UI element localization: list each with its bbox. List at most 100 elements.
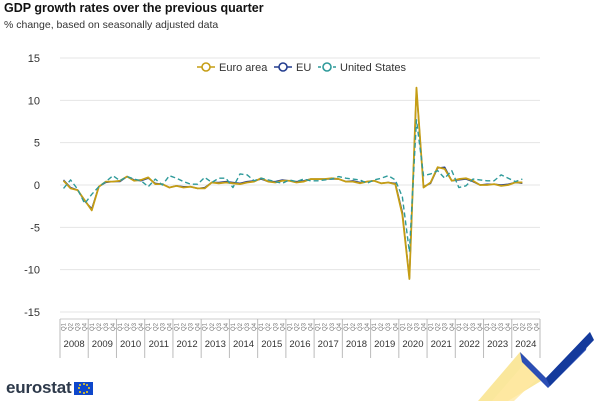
quarter-tick-label: Q4 xyxy=(224,322,230,331)
legend-marker-icon xyxy=(278,62,288,72)
legend-label: Euro area xyxy=(219,62,268,74)
legend[interactable]: Euro area EU United States xyxy=(197,62,407,74)
quarter-tick-label: Q2 xyxy=(379,322,385,331)
quarter-tick-label: Q3 xyxy=(471,322,477,331)
quarter-tick-label: Q1 xyxy=(259,322,265,331)
quarter-tick-label: Q2 xyxy=(407,322,413,331)
legend-item-united-states[interactable]: United States xyxy=(318,62,407,74)
quarter-tick-label: Q2 xyxy=(97,322,103,331)
quarter-tick-label: Q2 xyxy=(520,322,526,331)
y-axis: 15 10 5 0 -5 -10 -15 xyxy=(24,53,40,319)
y-tick-label: -5 xyxy=(30,222,40,234)
year-tick-label: 2017 xyxy=(318,339,339,350)
year-tick-label: 2016 xyxy=(289,339,310,350)
quarter-tick-label: Q4 xyxy=(167,322,173,331)
quarter-tick-label: Q4 xyxy=(506,322,512,331)
quarter-tick-label: Q4 xyxy=(450,322,456,331)
quarter-tick-label: Q3 xyxy=(386,322,392,331)
series-line-euro-area xyxy=(62,86,523,280)
year-tick-label: 2010 xyxy=(120,339,141,350)
quarter-tick-label: Q4 xyxy=(139,322,145,331)
quarter-tick-label: Q2 xyxy=(351,322,357,331)
quarter-tick-label: Q1 xyxy=(513,322,519,331)
quarter-tick-label: Q4 xyxy=(534,322,540,331)
quarter-tick-label: Q1 xyxy=(118,322,124,331)
y-tick-label: 0 xyxy=(34,180,40,192)
quarter-tick-label: Q4 xyxy=(337,322,343,331)
quarter-tick-label: Q1 xyxy=(146,322,152,331)
year-tick-label: 2013 xyxy=(205,339,226,350)
quarter-tick-label: Q1 xyxy=(485,322,491,331)
quarter-tick-label: Q1 xyxy=(62,322,68,331)
quarter-tick-label: Q3 xyxy=(302,322,308,331)
quarter-tick-label: Q3 xyxy=(443,322,449,331)
year-tick-label: 2008 xyxy=(64,339,85,350)
quarter-tick-label: Q3 xyxy=(245,322,251,331)
quarter-tick-label: Q3 xyxy=(499,322,505,331)
quarter-tick-label: Q1 xyxy=(316,322,322,331)
quarter-tick-label: Q3 xyxy=(76,322,82,331)
quarter-tick-label: Q3 xyxy=(330,322,336,331)
y-tick-label: 15 xyxy=(28,53,40,65)
quarter-tick-label: Q4 xyxy=(196,322,202,331)
quarter-tick-label: Q3 xyxy=(104,322,110,331)
quarter-tick-label: Q1 xyxy=(174,322,180,331)
quarter-tick-label: Q1 xyxy=(400,322,406,331)
quarter-tick-label: Q2 xyxy=(436,322,442,331)
quarter-tick-label: Q2 xyxy=(323,322,329,331)
quarter-tick-label: Q3 xyxy=(414,322,420,331)
quarter-tick-label: Q3 xyxy=(132,322,138,331)
quarter-tick-label: Q1 xyxy=(90,322,96,331)
eurostat-logo: eurostat xyxy=(6,378,94,398)
quarter-tick-label: Q4 xyxy=(478,322,484,331)
legend-marker-icon xyxy=(201,62,211,72)
year-tick-label: 2023 xyxy=(487,339,508,350)
quarter-tick-label: Q1 xyxy=(457,322,463,331)
quarter-tick-label: Q1 xyxy=(231,322,237,331)
legend-item-eu[interactable]: EU xyxy=(274,62,311,74)
chart-title: GDP growth rates over the previous quart… xyxy=(4,1,264,15)
quarter-tick-label: Q2 xyxy=(492,322,498,331)
legend-label: EU xyxy=(296,62,311,74)
quarter-tick-label: Q1 xyxy=(372,322,378,331)
quarter-tick-label: Q4 xyxy=(309,322,315,331)
series-line-united-states xyxy=(62,119,523,253)
quarter-tick-label: Q4 xyxy=(365,322,371,331)
quarter-tick-label: Q1 xyxy=(203,322,209,331)
year-tick-label: 2011 xyxy=(149,339,169,350)
quarter-tick-label: Q3 xyxy=(358,322,364,331)
quarter-tick-label: Q2 xyxy=(464,322,470,331)
year-tick-label: 2014 xyxy=(233,339,254,350)
quarter-tick-label: Q1 xyxy=(429,322,435,331)
year-tick-label: 2022 xyxy=(459,339,480,350)
quarter-tick-label: Q3 xyxy=(189,322,195,331)
year-tick-label: 2012 xyxy=(176,339,197,350)
quarter-tick-label: Q4 xyxy=(280,322,286,331)
year-tick-label: 2021 xyxy=(431,339,452,350)
quarter-tick-label: Q1 xyxy=(344,322,350,331)
y-tick-label: 5 xyxy=(34,138,40,150)
quarter-tick-label: Q2 xyxy=(125,322,131,331)
eu-flag-icon xyxy=(74,381,94,395)
legend-label: United States xyxy=(340,62,407,74)
year-tick-label: 2019 xyxy=(374,339,395,350)
year-tick-label: 2015 xyxy=(261,339,282,350)
quarter-tick-label: Q2 xyxy=(153,322,159,331)
quarter-tick-label: Q3 xyxy=(273,322,279,331)
legend-item-euro-area[interactable]: Euro area xyxy=(197,62,268,74)
series-layer xyxy=(62,86,523,280)
quarter-tick-label: Q4 xyxy=(393,322,399,331)
quarter-tick-label: Q1 xyxy=(287,322,293,331)
quarter-tick-label: Q4 xyxy=(83,322,89,331)
brand-name: eurostat xyxy=(6,378,72,397)
legend-marker-icon xyxy=(322,62,332,72)
year-tick-label: 2024 xyxy=(515,339,536,350)
year-tick-label: 2018 xyxy=(346,339,367,350)
y-tick-label: -10 xyxy=(24,265,40,277)
grid-layer xyxy=(60,57,540,313)
year-tick-label: 2009 xyxy=(92,339,113,350)
quarter-tick-label: Q2 xyxy=(266,322,272,331)
y-tick-label: -15 xyxy=(24,307,40,319)
